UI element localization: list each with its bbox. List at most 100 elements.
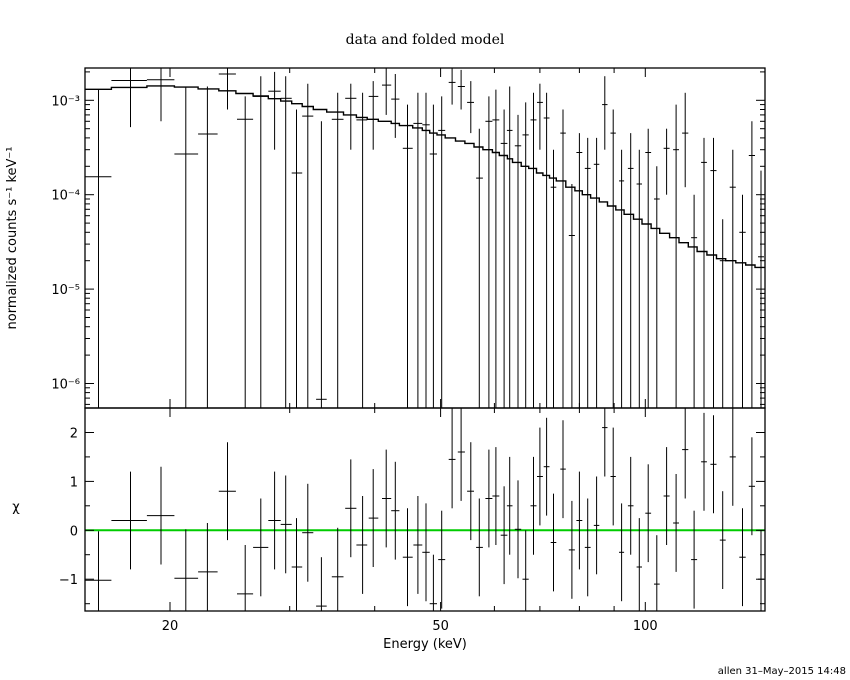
data-point [584, 137, 591, 408]
data-point [85, 89, 112, 408]
data-point [673, 104, 679, 408]
data-point [429, 104, 437, 408]
residual-point [316, 557, 327, 611]
x-axis-label: Energy (keV) [383, 637, 467, 652]
data-point [302, 83, 314, 408]
data-points [85, 68, 764, 408]
residual-point [506, 456, 513, 555]
data-point [691, 194, 698, 408]
residual-point [280, 475, 292, 574]
residual-point [758, 530, 764, 611]
data-point [560, 109, 566, 408]
data-point [739, 194, 746, 408]
data-point [413, 92, 423, 408]
residual-point [457, 408, 465, 501]
residual-point [391, 461, 400, 560]
data-point [280, 76, 292, 408]
data-point [701, 137, 707, 408]
residual-point [543, 417, 550, 516]
y-tick-label-top: 10⁻⁶ [51, 378, 80, 393]
data-point [218, 68, 236, 110]
spectrum-panel: 10⁻³ 10⁻⁴ 10⁻⁵ 10⁻⁶ normalized counts s⁻¹ k… [5, 67, 766, 409]
residual-point [422, 503, 430, 602]
data-point [467, 81, 474, 134]
residual-point [382, 449, 392, 548]
data-point [500, 109, 508, 408]
data-point [448, 68, 456, 105]
data-point [514, 114, 522, 408]
x-tick-label: 50 [432, 619, 449, 634]
residual-point [593, 476, 600, 575]
data-point [268, 71, 281, 150]
data-point [402, 104, 413, 408]
residual-point [476, 498, 483, 597]
residual-point [492, 447, 500, 545]
residual-point [645, 464, 652, 563]
residual-point [413, 496, 423, 594]
residual-point [584, 498, 591, 597]
residual-points [85, 408, 764, 611]
data-point [368, 81, 379, 150]
residual-point [146, 466, 175, 565]
residual-panel: 20 50 100 2 1 0 −1 χ Energy (keV) [12, 407, 766, 652]
data-point [619, 149, 625, 408]
residual-point [673, 474, 679, 572]
y-tick-label-top: 10⁻⁵ [51, 283, 80, 298]
residual-point [467, 442, 474, 541]
y-axis-label-bottom: χ [12, 500, 20, 515]
residual-point [448, 408, 456, 509]
residual-point [619, 503, 625, 602]
residual-point [268, 471, 281, 570]
data-point [198, 86, 218, 408]
residual-point [627, 456, 634, 555]
residual-point [402, 508, 413, 607]
residual-point [610, 427, 616, 526]
residual-point [691, 510, 698, 609]
residual-point [111, 471, 147, 570]
top-frame [84, 67, 766, 409]
y-tick-label-bottom: 1 [70, 475, 78, 490]
y-tick-label-bottom: 2 [70, 427, 78, 442]
y-tick-label-bottom: 0 [70, 524, 78, 539]
bottom-axis-ticks: 20 50 100 2 1 0 −1 [59, 407, 765, 634]
data-point [537, 83, 543, 150]
data-point [237, 96, 254, 408]
residual-point [739, 508, 746, 607]
residual-point [537, 427, 543, 526]
data-point [485, 96, 493, 408]
residual-point [85, 531, 112, 611]
residual-point [550, 493, 557, 592]
residual-point [291, 518, 303, 611]
residual-point [682, 408, 689, 499]
data-point [356, 92, 368, 408]
residual-point [368, 469, 379, 567]
data-point [530, 92, 537, 408]
data-point [663, 128, 670, 195]
data-point [602, 76, 608, 150]
residual-point [748, 437, 755, 536]
data-point [645, 128, 652, 408]
data-point [146, 68, 175, 122]
y-tick-label-top: 10⁻³ [51, 94, 80, 109]
residual-point [218, 442, 236, 541]
data-point [438, 96, 446, 408]
data-point [543, 92, 550, 408]
chart-title: data and folded model [346, 32, 505, 48]
data-point [291, 109, 303, 408]
data-point [331, 92, 344, 408]
residual-point [636, 518, 642, 611]
residual-point [568, 500, 575, 599]
data-point [382, 68, 392, 115]
residual-point [174, 529, 199, 611]
residual-point [429, 554, 437, 611]
residual-point [438, 510, 446, 609]
data-point [391, 74, 400, 138]
bottom-frame [84, 407, 766, 612]
residual-point [729, 408, 736, 506]
data-point [729, 149, 736, 408]
data-point [345, 83, 357, 150]
data-point [719, 219, 726, 408]
data-point [316, 121, 327, 408]
residual-point [576, 471, 583, 570]
data-point [654, 166, 660, 408]
